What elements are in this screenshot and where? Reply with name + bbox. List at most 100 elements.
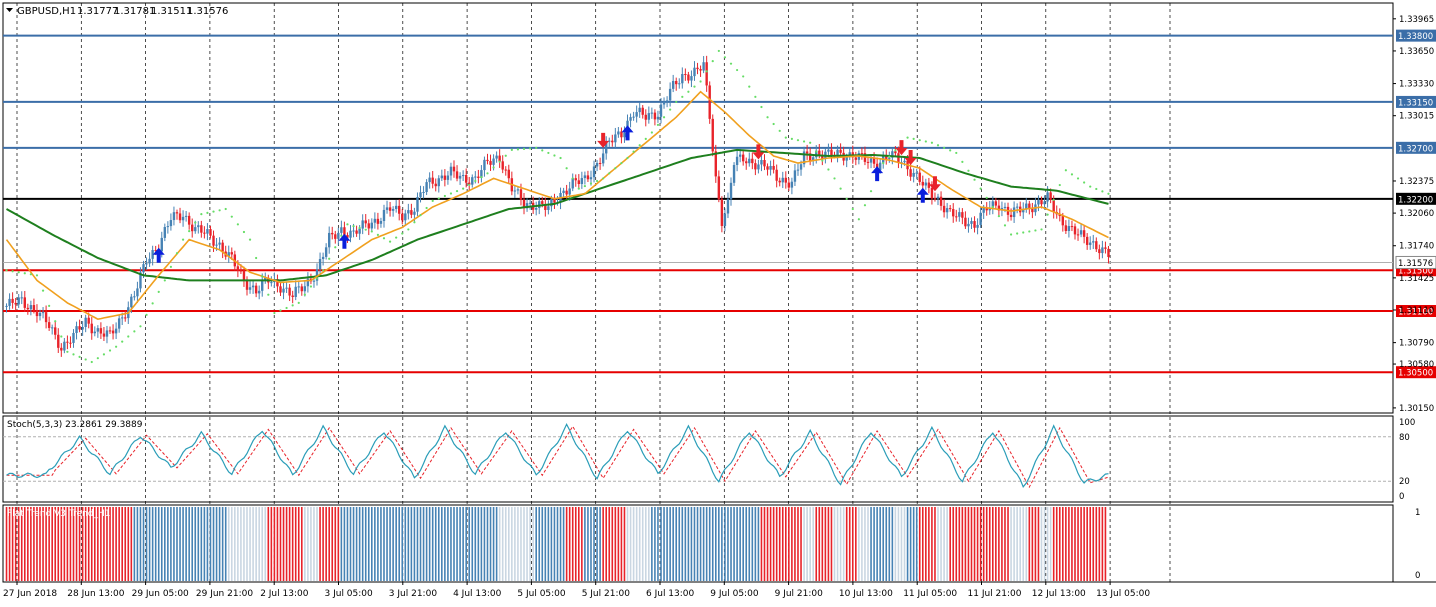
sar-dot	[650, 131, 653, 134]
candle-body	[145, 263, 148, 265]
sar-dot	[285, 306, 288, 310]
candle-body	[1095, 241, 1098, 250]
sar-dot	[736, 68, 739, 72]
candle-body	[227, 252, 230, 257]
candle-body	[318, 259, 322, 270]
candle-body	[766, 166, 769, 170]
candle-body	[72, 332, 75, 343]
sar-dot	[748, 85, 751, 88]
candle-body	[419, 192, 422, 198]
candle-body	[446, 175, 450, 180]
candle-body	[522, 199, 526, 209]
candle-body	[428, 177, 431, 183]
dropdown-triangle-icon[interactable]	[6, 8, 13, 12]
sar-dot	[468, 183, 471, 186]
candle-body	[507, 169, 510, 179]
buy-arrow-icon	[152, 247, 165, 263]
candle-body	[124, 317, 127, 319]
candle-body	[614, 134, 617, 143]
candle-body	[69, 342, 72, 344]
candle-body	[1028, 203, 1031, 209]
sar-dot	[1058, 183, 1061, 187]
sar-dot	[480, 176, 483, 179]
candle-body	[787, 182, 791, 188]
candle-body	[495, 155, 498, 159]
candle-body	[461, 175, 465, 177]
candle-body	[705, 62, 708, 86]
candle-body	[105, 330, 109, 337]
candle-body	[197, 225, 200, 228]
candle-body	[723, 213, 727, 226]
candle-body	[355, 230, 358, 234]
sar-dot	[236, 223, 239, 226]
candle-body	[215, 244, 218, 246]
candle-body	[276, 279, 279, 287]
candle-body	[29, 305, 33, 310]
candle-body	[592, 166, 596, 178]
candle-body	[760, 160, 763, 165]
time-label: 5 Jul 05:00	[517, 589, 566, 599]
candle-body	[501, 161, 504, 170]
sar-dot	[291, 304, 294, 307]
candle-body	[443, 175, 447, 180]
candle-body	[1092, 241, 1095, 243]
candle-body	[924, 182, 928, 186]
ohlc-low: 1.31511	[151, 6, 192, 17]
candle-body	[66, 341, 69, 343]
sar-dot	[218, 209, 221, 212]
candle-body	[388, 207, 392, 211]
level-tag	[1396, 95, 1436, 108]
candle-body	[114, 328, 118, 334]
sar-dot	[693, 85, 696, 88]
sar-dot	[699, 80, 702, 83]
sar-dot	[395, 236, 398, 239]
candle-body	[315, 269, 319, 281]
candle-body	[562, 190, 565, 193]
sar-dot	[553, 154, 556, 157]
candle-body	[745, 161, 748, 164]
candle-body	[401, 213, 404, 221]
candle-body	[936, 196, 940, 199]
candle-body	[997, 205, 1001, 211]
candle-body	[632, 116, 635, 118]
sar-dot	[1052, 198, 1055, 201]
stoch-title: Stoch(5,3,3) 23.2861 29.3889	[7, 420, 143, 430]
candle-body	[361, 220, 364, 229]
sar-dot	[364, 228, 367, 231]
sar-dot	[632, 150, 635, 153]
sar-dot	[522, 147, 526, 150]
sar-dot	[188, 230, 191, 233]
sar-dot	[942, 146, 946, 149]
candle-body	[434, 183, 437, 187]
sar-dot	[991, 205, 994, 209]
sar-dot	[309, 285, 313, 288]
candle-body	[248, 287, 252, 290]
sar-dot	[529, 147, 532, 150]
sar-dot	[912, 137, 915, 141]
candle-body	[1015, 206, 1019, 208]
sar-dot	[790, 137, 793, 141]
candle-body	[933, 198, 937, 200]
sar-dot	[729, 62, 733, 65]
candle-body	[8, 298, 11, 306]
sar-dot	[863, 204, 867, 207]
candle-body	[775, 169, 778, 181]
candle-body	[245, 280, 249, 290]
sar-dot	[382, 237, 386, 240]
sar-dot	[248, 238, 252, 241]
candle-body	[1101, 247, 1104, 254]
sar-dot	[121, 340, 124, 343]
stoch-main-line	[6, 422, 1109, 488]
time-label: 11 Jul 21:00	[968, 589, 1022, 599]
sar-dot	[669, 108, 672, 111]
candle-body	[538, 201, 541, 208]
candle-body	[821, 155, 824, 159]
candle-body	[662, 101, 666, 105]
candle-body	[961, 212, 964, 218]
candle-body	[605, 141, 608, 154]
candle-body	[166, 226, 170, 228]
candle-body	[921, 181, 924, 186]
candle-body	[815, 150, 818, 158]
candle-body	[452, 166, 456, 172]
